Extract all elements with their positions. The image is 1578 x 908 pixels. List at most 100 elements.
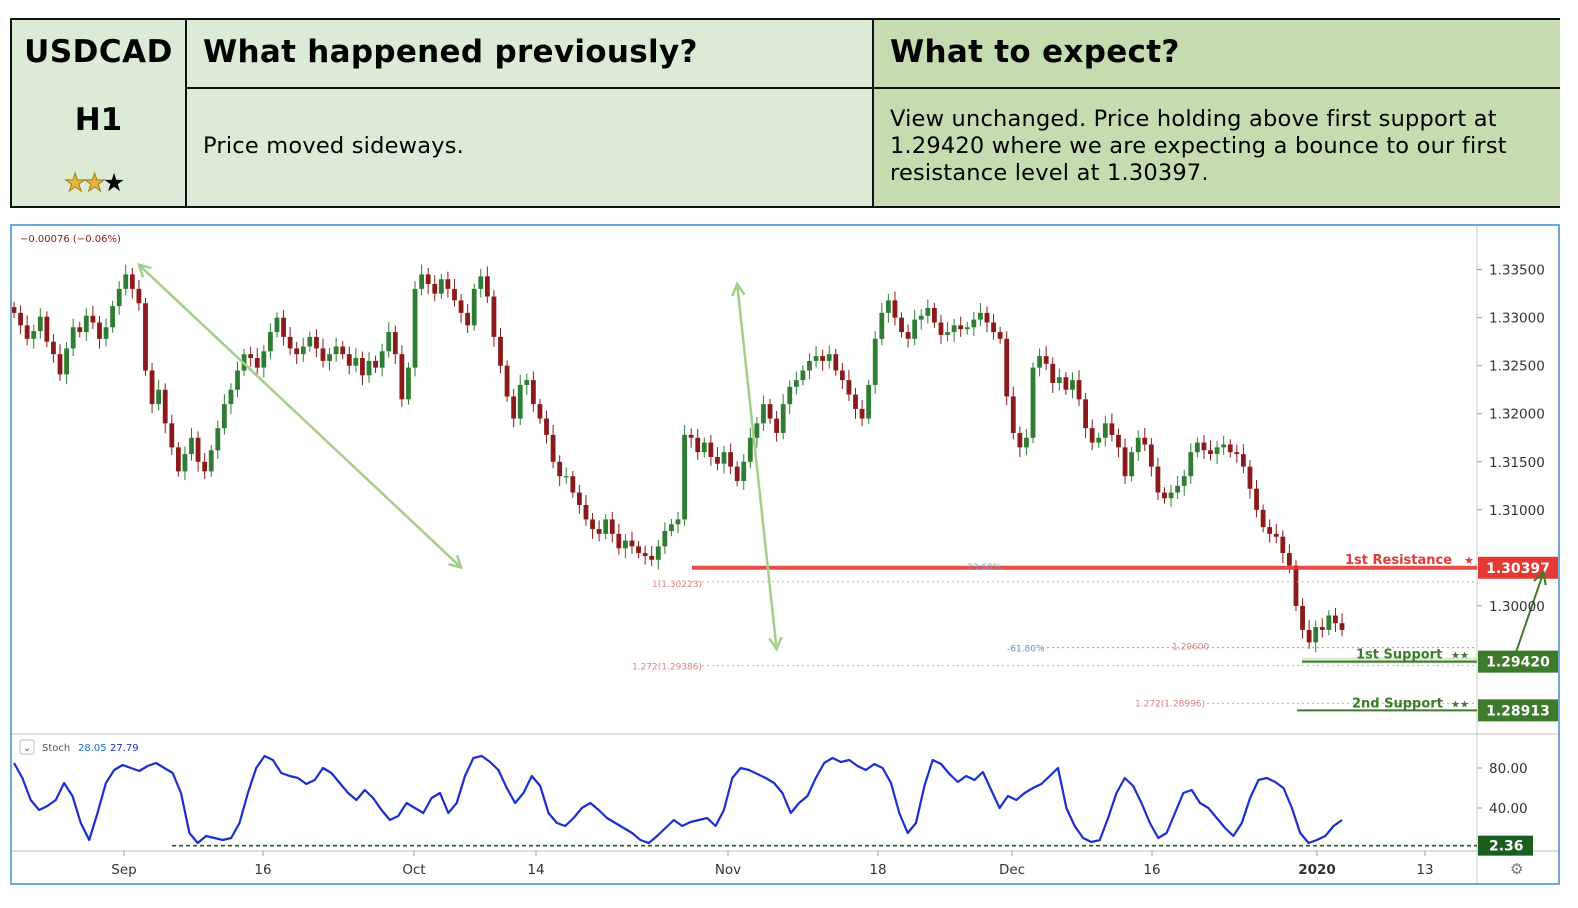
candle-body (721, 452, 727, 464)
candle-body (294, 348, 300, 355)
candle-body (590, 519, 595, 530)
candle-body (504, 365, 510, 397)
candle-body (1194, 442, 1200, 453)
candle-body (1201, 442, 1207, 451)
time-tick-label: 14 (527, 862, 544, 878)
candle-body (162, 389, 168, 424)
stochastic-pane: 2.36 80.00 40.00 (13, 754, 1533, 856)
candle-body (195, 437, 201, 462)
candle-body (281, 317, 286, 337)
candle-body (938, 322, 944, 335)
price-tick-label: 1.30000 (1489, 599, 1545, 615)
candle-body (1273, 533, 1279, 537)
second-support-price-tag (1478, 699, 1558, 722)
candle-body (228, 389, 234, 405)
trend-arrows (137, 263, 1547, 652)
candle-body (655, 546, 661, 560)
price-axis[interactable]: 1.33500 1.33000 1.32500 1.32000 1.31500 1.310… (1477, 263, 1545, 615)
candle-body (596, 529, 602, 534)
candle-body (346, 354, 352, 366)
candle-body (872, 338, 878, 385)
candle-body (583, 505, 589, 520)
candle-body (1293, 565, 1299, 606)
candle-body (1247, 466, 1253, 489)
candle-body (1208, 450, 1213, 455)
price-tick-label: 1.32500 (1489, 359, 1545, 375)
trend-arrow-head (448, 554, 463, 570)
candle-body (320, 348, 326, 361)
candle-body (379, 351, 385, 368)
candle-body (951, 325, 957, 333)
star-icon: ★★ (1451, 699, 1469, 710)
trend-arrow-head (768, 636, 783, 652)
candle-body (754, 423, 760, 438)
candle-body (399, 354, 405, 400)
candle-body (287, 336, 293, 349)
analysis-header-table: USDCAD H1 ★★★ What happened previously? … (10, 18, 1560, 208)
candle-body (314, 336, 319, 349)
trend-arrow-head (137, 263, 152, 278)
candle-body (747, 437, 753, 462)
candle-body (51, 341, 56, 355)
candle-body (636, 546, 641, 554)
candle-body (530, 380, 536, 405)
candle-body (175, 447, 181, 472)
candle-body (156, 389, 162, 405)
candle-body (978, 312, 983, 320)
time-tick-label: 16 (254, 862, 271, 878)
candle-body (925, 308, 931, 316)
fib-label: 1.29600 (1172, 643, 1209, 653)
candle-body (728, 452, 733, 467)
trend-arrow-head (731, 281, 746, 297)
resistance-price-tag (1478, 556, 1558, 579)
candle-body (83, 315, 89, 333)
candle-body (793, 380, 799, 387)
time-tick-label: Dec (999, 862, 1025, 878)
stoch-level-label: 2.36 (1489, 839, 1524, 855)
candle-body (1300, 605, 1305, 630)
candle-body (642, 553, 648, 556)
fib-label: 1.272(1.29386) (632, 663, 702, 673)
candle-body (333, 346, 339, 355)
candle-body (340, 346, 346, 355)
candle-body (1333, 615, 1338, 624)
rating-stars: ★★★ (63, 168, 125, 198)
candle-body (879, 312, 885, 339)
price-tick-label: 1.33000 (1489, 311, 1545, 327)
expect-cell: What to expect? View unchanged. Price ho… (874, 20, 1560, 206)
candle-body (327, 354, 332, 361)
previous-title: What happened previously? (203, 34, 698, 70)
time-tick-label: 13 (1416, 862, 1433, 878)
stoch-tick-label: 80.00 (1489, 761, 1528, 777)
stoch-indicator-label: Stoch (42, 743, 70, 754)
candle-body (77, 327, 83, 333)
candle-body (1076, 380, 1082, 400)
candle-body (1162, 492, 1167, 499)
candle-body (609, 519, 615, 534)
candle-body (215, 428, 221, 451)
time-tick-label: 2020 (1298, 862, 1336, 878)
price-chart[interactable]: 1st Resistance ★ 1.30397 23.60% 1(1.30223) -6… (11, 226, 1558, 883)
candle-body (471, 288, 477, 326)
candle-body (734, 466, 740, 481)
candle-body (1142, 437, 1148, 445)
candle-body (366, 360, 372, 376)
candle-body (1319, 627, 1325, 630)
candle-body (839, 370, 845, 381)
candle-body (800, 370, 806, 381)
candle-body (419, 274, 425, 289)
candle-body (971, 319, 977, 328)
collapse-toggle[interactable] (19, 739, 35, 755)
candle-body (432, 284, 438, 294)
candle-body (984, 312, 990, 323)
candle-body (1339, 623, 1345, 630)
gear-icon[interactable]: ⚙ (1510, 860, 1523, 878)
candle-body (1287, 553, 1292, 566)
candle-body (465, 312, 471, 326)
candle-body (662, 530, 668, 547)
stoch-tick-label: 40.00 (1489, 801, 1528, 817)
candle-body (261, 351, 267, 368)
candle-body (484, 276, 490, 297)
time-axis[interactable]: Sep 16 Oct 14 Nov 18 Dec 16 2020 13 (111, 851, 1434, 878)
previous-text: Price moved sideways. (203, 133, 464, 159)
